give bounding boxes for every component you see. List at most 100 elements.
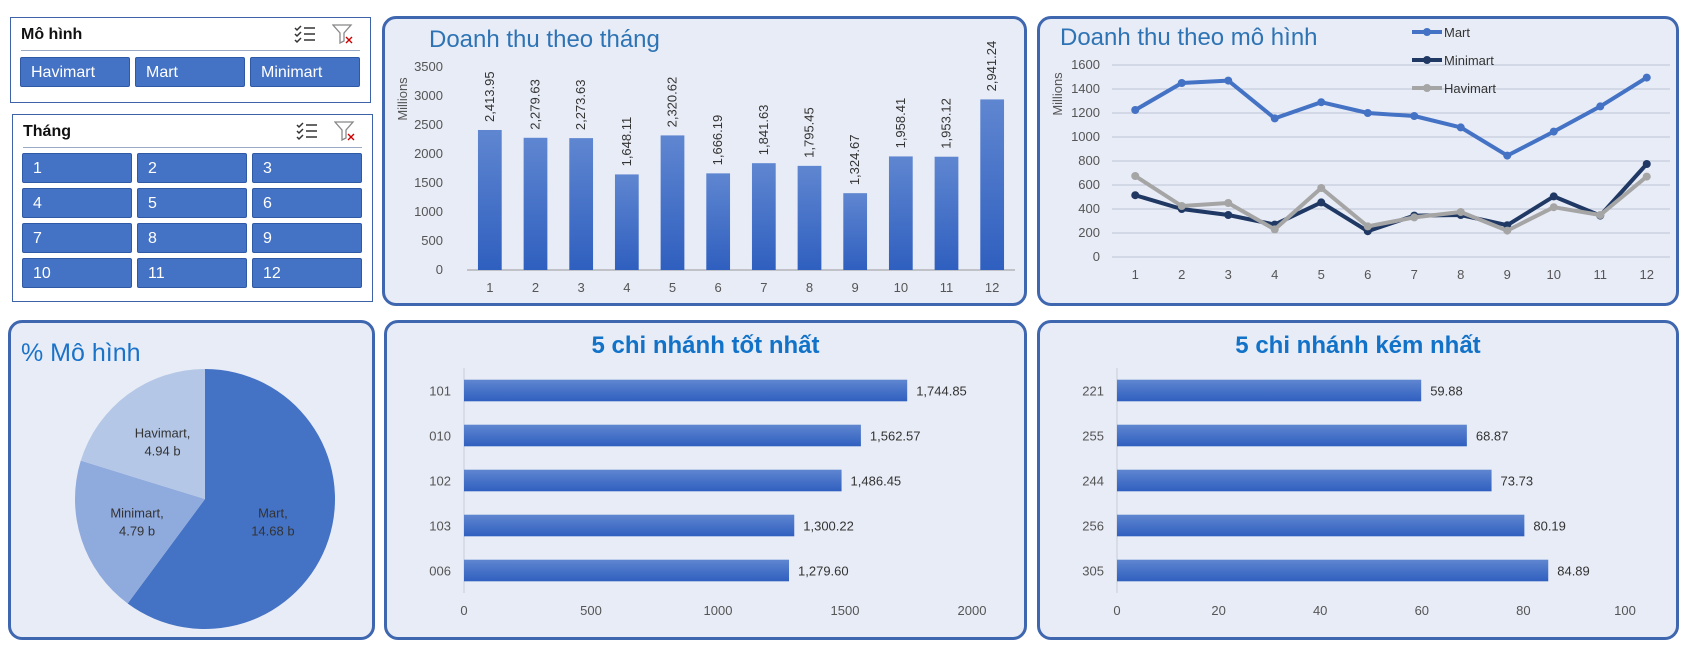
bar [843, 193, 868, 270]
x-tick-label: 500 [580, 603, 602, 618]
y-tick-label: 500 [421, 233, 443, 248]
bar [1117, 424, 1467, 447]
bar [980, 99, 1005, 270]
pie-label-name: Mart, [258, 505, 288, 520]
slicer-item-11[interactable]: 11 [137, 258, 247, 288]
x-tick-label: 6 [715, 280, 722, 295]
x-tick-label: 7 [1411, 267, 1418, 282]
y-tick-label: 101 [429, 384, 451, 399]
slicer-item-12[interactable]: 12 [252, 258, 362, 288]
data-point [1642, 73, 1651, 82]
x-tick-label: 10 [1547, 267, 1561, 282]
bar [797, 165, 822, 270]
slicer-item-havimart[interactable]: Havimart [20, 57, 130, 87]
worst-branches-chart: 5 chi nhánh kém nhất 0 20 40 60 80 100 221 59.88… [1082, 332, 1636, 618]
data-point [1363, 222, 1372, 231]
x-tick-label: 8 [806, 280, 813, 295]
x-tick-label: 9 [1504, 267, 1511, 282]
bar-value-label: 1,953.12 [939, 98, 954, 149]
data-point [1503, 151, 1512, 160]
pie-slice-havimart [80, 369, 205, 499]
bar-value-label: 80.19 [1533, 519, 1566, 534]
slicer-item-1[interactable]: 1 [22, 153, 132, 183]
data-point [1596, 211, 1605, 219]
multi-select-icon[interactable] [296, 121, 318, 141]
slicer-item-7[interactable]: 7 [22, 223, 132, 253]
model-share-chart: % Mô hình Mart, 14.68 b Minimart, 4.79 b Havi… [21, 339, 335, 629]
bar [660, 135, 685, 270]
bar [1117, 514, 1525, 537]
x-tick-label: 6 [1364, 267, 1371, 282]
y-tick-label: 1600 [1071, 57, 1100, 72]
chart-title: 5 chi nhánh tốt nhất [592, 332, 820, 359]
chart-title: 5 chi nhánh kém nhất [1235, 332, 1480, 359]
x-tick-label: 1500 [831, 603, 860, 618]
data-point [1177, 202, 1186, 210]
slicer-item-6[interactable]: 6 [252, 188, 362, 218]
x-tick-label: 7 [760, 280, 767, 295]
x-tick-label: 3 [1225, 267, 1232, 282]
x-tick-label: 0 [460, 603, 467, 618]
slicer-item-3[interactable]: 3 [252, 153, 362, 183]
bar-value-label: 73.73 [1501, 474, 1534, 489]
bar-value-label: 2,413.95 [482, 71, 497, 122]
y-tick-label: 255 [1082, 429, 1104, 444]
pie-label-value: 4.94 b [144, 443, 180, 458]
slicer-item-9[interactable]: 9 [252, 223, 362, 253]
bar [523, 137, 548, 270]
y-tick-label: 0 [436, 262, 443, 277]
chart-title: Doanh thu theo tháng [429, 26, 660, 53]
legend-marker [1423, 28, 1431, 36]
slicer-model-title: Mô hình [21, 26, 83, 43]
slicer-item-2[interactable]: 2 [137, 153, 247, 183]
y-tick-label: 1500 [414, 175, 443, 190]
x-tick-label: 1 [486, 280, 493, 295]
y-tick-label: 800 [1078, 153, 1100, 168]
data-point [1549, 127, 1558, 136]
clear-filter-icon[interactable] [332, 24, 354, 44]
slicer-item-minimart[interactable]: Minimart [250, 57, 360, 87]
bar-value-label: 2,279.63 [528, 79, 543, 130]
pie-label-name: Minimart, [110, 505, 163, 520]
data-point [1131, 191, 1140, 200]
x-tick-label: 12 [985, 280, 999, 295]
clear-filter-icon[interactable] [334, 121, 356, 141]
bar-value-label: 84.89 [1557, 564, 1590, 579]
multi-select-icon[interactable] [294, 24, 316, 44]
bar [464, 559, 790, 582]
pie-label-value: 4.79 b [119, 523, 155, 538]
pie-label-name: Havimart, [135, 425, 191, 440]
y-tick-label: 010 [429, 429, 451, 444]
x-tick-label: 1000 [704, 603, 733, 618]
data-point [1224, 211, 1233, 219]
bar [1117, 379, 1422, 402]
bar [464, 469, 842, 492]
x-tick-label: 5 [669, 280, 676, 295]
data-point [1410, 112, 1419, 120]
pie-slice-mart [127, 369, 335, 629]
x-tick-label: 2000 [958, 603, 987, 618]
slicer-item-8[interactable]: 8 [137, 223, 247, 253]
y-axis-label: Millions [1050, 72, 1065, 116]
slicer-item-5[interactable]: 5 [137, 188, 247, 218]
model-revenue-chart: Doanh thu theo mô hình Millions 0 200 400 600… [1050, 24, 1670, 282]
y-tick-label: 006 [429, 564, 451, 579]
bar-value-label: 2,273.63 [573, 80, 588, 131]
y-axis-label: Millions [395, 77, 410, 121]
slicer-item-10[interactable]: 10 [22, 258, 132, 288]
y-tick-label: 2000 [414, 146, 443, 161]
slicer-item-mart[interactable]: Mart [135, 57, 245, 87]
monthly-revenue-chart: Doanh thu theo tháng Millions 0 500 1000 1500… [395, 26, 1015, 295]
x-tick-label: 20 [1211, 603, 1225, 618]
slicer-model-header: Mô hình [21, 18, 360, 51]
y-tick-label: 1000 [1071, 129, 1100, 144]
data-point [1410, 213, 1419, 222]
x-tick-label: 0 [1113, 603, 1120, 618]
x-tick-label: 4 [623, 280, 630, 295]
bar-value-label: 1,486.45 [851, 474, 902, 489]
data-point [1503, 226, 1512, 235]
slicer-item-4[interactable]: 4 [22, 188, 132, 218]
x-tick-label: 4 [1271, 267, 1278, 282]
y-tick-label: 102 [429, 474, 451, 489]
bar-value-label: 1,562.57 [870, 429, 921, 444]
